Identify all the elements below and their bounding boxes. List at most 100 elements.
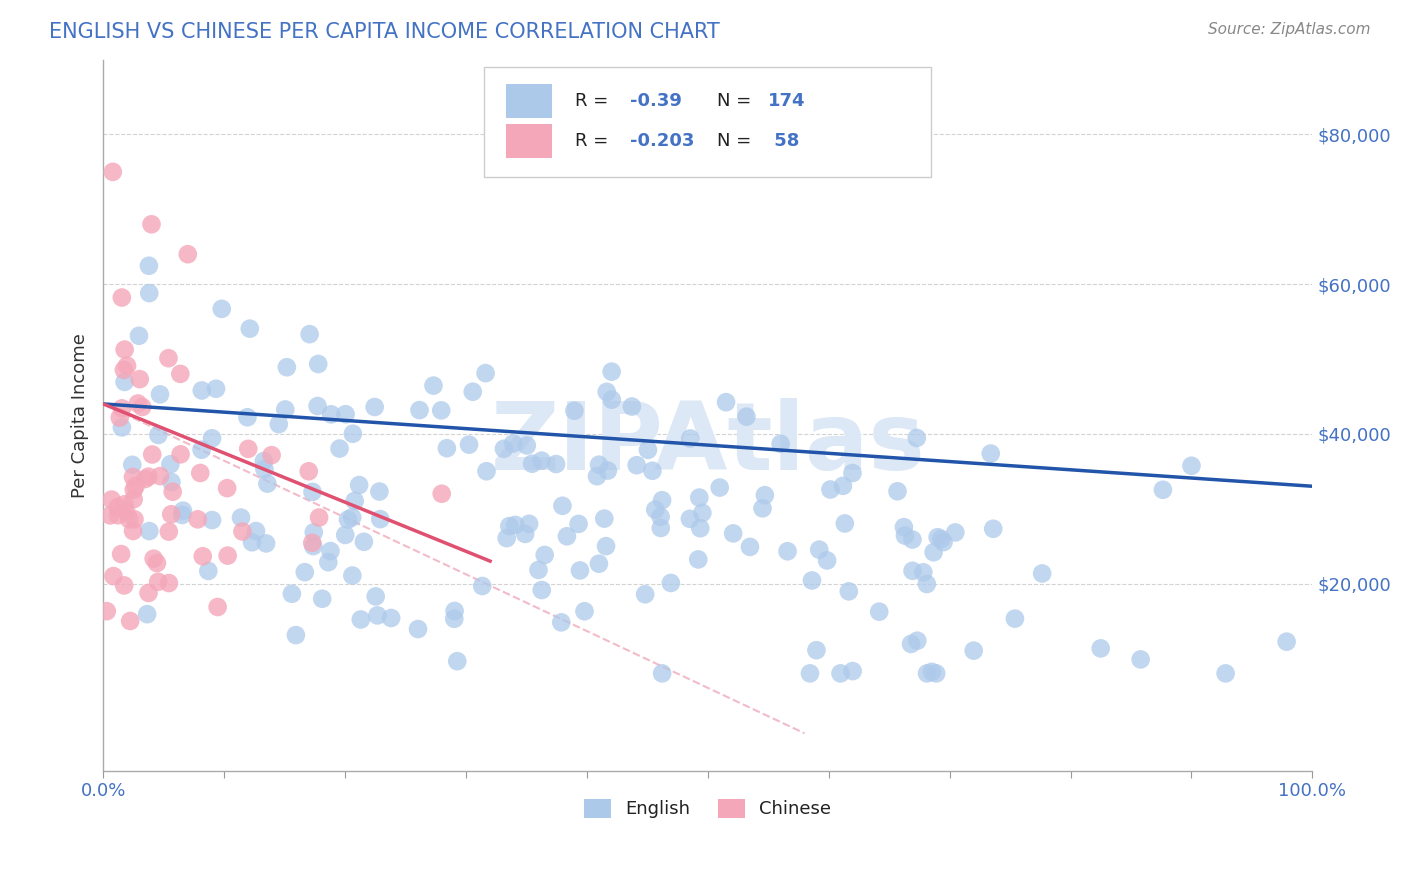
Point — [754, 488, 776, 502]
Point — [160, 475, 183, 489]
Text: N =: N = — [717, 92, 758, 110]
Point — [659, 576, 682, 591]
Point — [110, 547, 132, 561]
Point — [530, 582, 553, 597]
Text: 174: 174 — [768, 92, 806, 110]
Point — [157, 351, 180, 366]
Point — [446, 654, 468, 668]
Point — [832, 479, 855, 493]
Point — [301, 536, 323, 550]
Point — [436, 441, 458, 455]
Point — [868, 605, 890, 619]
Point — [574, 604, 596, 618]
Point — [430, 487, 453, 501]
Point — [134, 472, 156, 486]
Point — [637, 442, 659, 457]
Point — [551, 499, 574, 513]
Point — [443, 612, 465, 626]
Point — [96, 604, 118, 618]
Point — [149, 469, 172, 483]
Point — [692, 506, 714, 520]
Point — [502, 436, 524, 450]
Point — [188, 466, 211, 480]
Point — [236, 410, 259, 425]
Point — [124, 512, 146, 526]
Point — [820, 483, 842, 497]
Point — [115, 359, 138, 373]
Legend: English, Chinese: English, Chinese — [576, 792, 838, 826]
Point — [550, 615, 572, 630]
Point — [650, 521, 672, 535]
Point — [1090, 641, 1112, 656]
Point — [408, 403, 430, 417]
Point — [187, 512, 209, 526]
Point — [368, 512, 391, 526]
Point — [1031, 566, 1053, 581]
Point — [901, 533, 924, 547]
Point — [527, 563, 550, 577]
Point — [122, 470, 145, 484]
Text: -0.203: -0.203 — [630, 132, 695, 151]
Point — [841, 664, 863, 678]
Point — [301, 484, 323, 499]
Point — [894, 528, 917, 542]
Point — [834, 516, 856, 531]
Point — [513, 527, 536, 541]
Point — [808, 542, 831, 557]
Point — [169, 447, 191, 461]
Point — [905, 431, 928, 445]
Point — [422, 378, 444, 392]
Point — [342, 568, 364, 582]
Point — [240, 535, 263, 549]
Point — [495, 531, 517, 545]
Point — [900, 637, 922, 651]
Point — [122, 483, 145, 497]
Point — [905, 633, 928, 648]
Point — [347, 478, 370, 492]
Point — [131, 400, 153, 414]
Point — [546, 457, 568, 471]
Point — [443, 604, 465, 618]
Point — [471, 579, 494, 593]
Point — [364, 590, 387, 604]
Point — [141, 448, 163, 462]
Point — [294, 565, 316, 579]
Point — [138, 469, 160, 483]
Point — [308, 510, 330, 524]
Point — [307, 357, 329, 371]
Point — [564, 403, 586, 417]
Point — [721, 526, 744, 541]
Point — [595, 539, 617, 553]
Point — [319, 544, 342, 558]
Point — [128, 372, 150, 386]
Point — [120, 614, 142, 628]
Point — [201, 513, 224, 527]
Point — [838, 584, 860, 599]
Point — [516, 438, 538, 452]
Point — [111, 420, 134, 434]
Point — [318, 555, 340, 569]
Point — [406, 622, 429, 636]
Point — [430, 403, 453, 417]
Point — [893, 520, 915, 534]
FancyBboxPatch shape — [506, 84, 551, 118]
Point — [148, 428, 170, 442]
Point — [353, 534, 375, 549]
Point — [593, 511, 616, 525]
Point — [1152, 483, 1174, 497]
Point — [157, 524, 180, 539]
Point — [841, 466, 863, 480]
Point — [108, 410, 131, 425]
Point — [101, 165, 124, 179]
Point — [160, 508, 183, 522]
Point — [128, 328, 150, 343]
Point — [943, 525, 966, 540]
Point — [302, 539, 325, 553]
Point — [136, 607, 159, 622]
Point — [118, 512, 141, 526]
Point — [1275, 634, 1298, 648]
Text: -0.39: -0.39 — [630, 92, 682, 110]
Point — [474, 366, 496, 380]
Point — [806, 643, 828, 657]
Point — [922, 545, 945, 559]
